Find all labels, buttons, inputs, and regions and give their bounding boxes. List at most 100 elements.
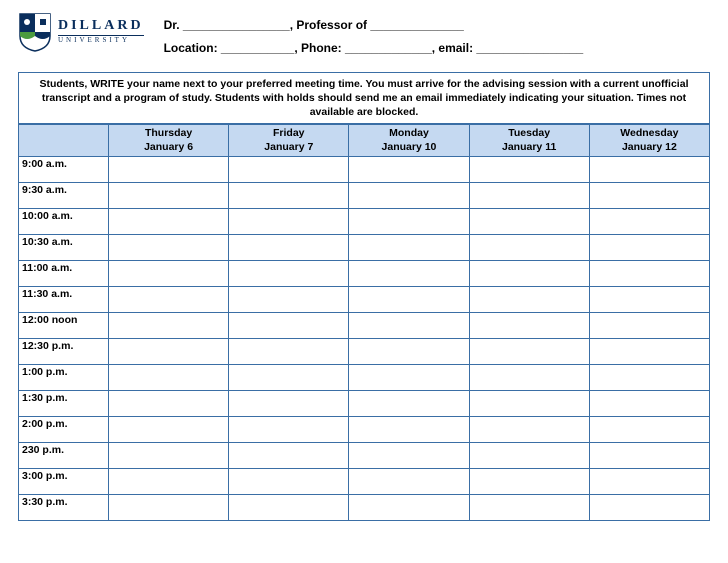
slot-cell[interactable] xyxy=(349,235,469,261)
slot-cell[interactable] xyxy=(109,157,229,183)
slot-cell[interactable] xyxy=(229,469,349,495)
table-row: 11:00 a.m. xyxy=(19,261,710,287)
slot-cell[interactable] xyxy=(349,183,469,209)
slot-cell[interactable] xyxy=(109,183,229,209)
slot-cell[interactable] xyxy=(469,469,589,495)
slot-cell[interactable] xyxy=(469,287,589,313)
slot-cell[interactable] xyxy=(469,235,589,261)
table-row: 9:30 a.m. xyxy=(19,183,710,209)
slot-cell[interactable] xyxy=(469,339,589,365)
slot-cell[interactable] xyxy=(469,209,589,235)
university-text: DILLARD UNIVERSITY xyxy=(58,19,144,44)
slot-cell[interactable] xyxy=(349,209,469,235)
slot-cell[interactable] xyxy=(229,235,349,261)
slot-cell[interactable] xyxy=(589,417,709,443)
slot-cell[interactable] xyxy=(229,287,349,313)
col-header-fri: Friday January 7 xyxy=(229,125,349,157)
schedule-table: Thursday January 6 Friday January 7 Mond… xyxy=(18,124,710,521)
slot-cell[interactable] xyxy=(229,157,349,183)
time-cell: 10:30 a.m. xyxy=(19,235,109,261)
slot-cell[interactable] xyxy=(589,313,709,339)
slot-cell[interactable] xyxy=(109,469,229,495)
slot-cell[interactable] xyxy=(109,261,229,287)
table-header-row: Thursday January 6 Friday January 7 Mond… xyxy=(19,125,710,157)
university-name: DILLARD xyxy=(58,19,144,34)
slot-cell[interactable] xyxy=(229,391,349,417)
slot-cell[interactable] xyxy=(109,417,229,443)
slot-cell[interactable] xyxy=(349,261,469,287)
slot-cell[interactable] xyxy=(349,443,469,469)
slot-cell[interactable] xyxy=(229,313,349,339)
slot-cell[interactable] xyxy=(469,157,589,183)
slot-cell[interactable] xyxy=(469,365,589,391)
table-row: 2:00 p.m. xyxy=(19,417,710,443)
shield-icon xyxy=(18,12,52,52)
slot-cell[interactable] xyxy=(469,495,589,521)
slot-cell[interactable] xyxy=(109,209,229,235)
time-cell: 11:30 a.m. xyxy=(19,287,109,313)
slot-cell[interactable] xyxy=(349,157,469,183)
table-head: Thursday January 6 Friday January 7 Mond… xyxy=(19,125,710,157)
slot-cell[interactable] xyxy=(229,183,349,209)
slot-cell[interactable] xyxy=(349,469,469,495)
info-lines: Dr. ________________, Professor of _____… xyxy=(164,12,710,60)
slot-cell[interactable] xyxy=(109,313,229,339)
table-row: 10:30 a.m. xyxy=(19,235,710,261)
university-sub: UNIVERSITY xyxy=(58,35,144,44)
slot-cell[interactable] xyxy=(349,365,469,391)
slot-cell[interactable] xyxy=(349,391,469,417)
time-cell: 1:30 p.m. xyxy=(19,391,109,417)
time-cell: 230 p.m. xyxy=(19,443,109,469)
slot-cell[interactable] xyxy=(349,417,469,443)
slot-cell[interactable] xyxy=(589,469,709,495)
slot-cell[interactable] xyxy=(349,287,469,313)
slot-cell[interactable] xyxy=(589,209,709,235)
slot-cell[interactable] xyxy=(109,495,229,521)
table-body: 9:00 a.m.9:30 a.m.10:00 a.m.10:30 a.m.11… xyxy=(19,157,710,521)
time-cell: 3:00 p.m. xyxy=(19,469,109,495)
slot-cell[interactable] xyxy=(229,261,349,287)
time-cell: 12:00 noon xyxy=(19,313,109,339)
slot-cell[interactable] xyxy=(109,391,229,417)
time-cell: 10:00 a.m. xyxy=(19,209,109,235)
professor-line: Dr. ________________, Professor of _____… xyxy=(164,14,710,37)
table-row: 12:30 p.m. xyxy=(19,339,710,365)
slot-cell[interactable] xyxy=(589,339,709,365)
slot-cell[interactable] xyxy=(229,339,349,365)
slot-cell[interactable] xyxy=(469,443,589,469)
slot-cell[interactable] xyxy=(589,261,709,287)
table-row: 1:00 p.m. xyxy=(19,365,710,391)
slot-cell[interactable] xyxy=(229,365,349,391)
table-row: 3:30 p.m. xyxy=(19,495,710,521)
slot-cell[interactable] xyxy=(589,235,709,261)
slot-cell[interactable] xyxy=(469,261,589,287)
slot-cell[interactable] xyxy=(109,287,229,313)
slot-cell[interactable] xyxy=(469,417,589,443)
slot-cell[interactable] xyxy=(589,495,709,521)
slot-cell[interactable] xyxy=(589,391,709,417)
col-header-mon: Monday January 10 xyxy=(349,125,469,157)
slot-cell[interactable] xyxy=(469,391,589,417)
slot-cell[interactable] xyxy=(229,443,349,469)
slot-cell[interactable] xyxy=(109,339,229,365)
slot-cell[interactable] xyxy=(589,443,709,469)
slot-cell[interactable] xyxy=(349,313,469,339)
col-header-blank xyxy=(19,125,109,157)
slot-cell[interactable] xyxy=(349,339,469,365)
slot-cell[interactable] xyxy=(589,157,709,183)
slot-cell[interactable] xyxy=(109,235,229,261)
col-header-thu: Thursday January 6 xyxy=(109,125,229,157)
slot-cell[interactable] xyxy=(109,365,229,391)
slot-cell[interactable] xyxy=(469,313,589,339)
slot-cell[interactable] xyxy=(349,495,469,521)
logo: DILLARD UNIVERSITY xyxy=(18,12,144,52)
slot-cell[interactable] xyxy=(589,287,709,313)
slot-cell[interactable] xyxy=(589,183,709,209)
slot-cell[interactable] xyxy=(229,417,349,443)
slot-cell[interactable] xyxy=(589,365,709,391)
slot-cell[interactable] xyxy=(229,209,349,235)
time-cell: 9:30 a.m. xyxy=(19,183,109,209)
slot-cell[interactable] xyxy=(229,495,349,521)
slot-cell[interactable] xyxy=(109,443,229,469)
slot-cell[interactable] xyxy=(469,183,589,209)
